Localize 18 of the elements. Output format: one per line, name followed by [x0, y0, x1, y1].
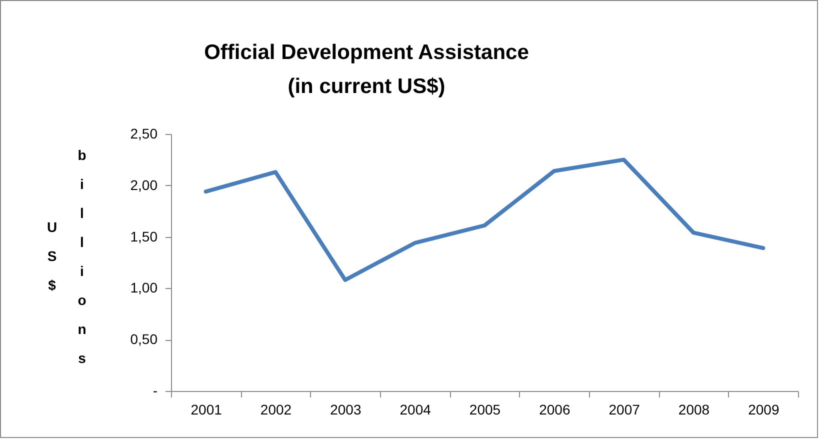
x-tick-label: 2007: [608, 402, 640, 418]
x-tick-label: 2005: [469, 402, 501, 418]
y-tick-label: 0,50: [130, 331, 158, 348]
x-tick-label: 2003: [330, 402, 362, 418]
x-tick-label: 2002: [260, 402, 292, 418]
x-tick-label: 2001: [190, 402, 222, 418]
line-series: [204, 158, 766, 282]
x-tick-label: 2009: [748, 402, 780, 418]
y-tick-label: 1,00: [130, 280, 158, 296]
y-tick-label: 2,50: [130, 126, 158, 142]
x-tick-label: 2008: [678, 402, 710, 418]
chart-title: Official Development Assistance (in current US$): [204, 41, 529, 98]
y-tick-label: 2,00: [130, 176, 158, 193]
x-tick-label: 2006: [539, 402, 570, 418]
y-tick-label: 1,50: [130, 228, 158, 244]
y-axis-title: US$ billions: [44, 146, 90, 378]
x-tick-label: 2004: [400, 402, 432, 418]
y-tick-label: -: [152, 382, 158, 398]
